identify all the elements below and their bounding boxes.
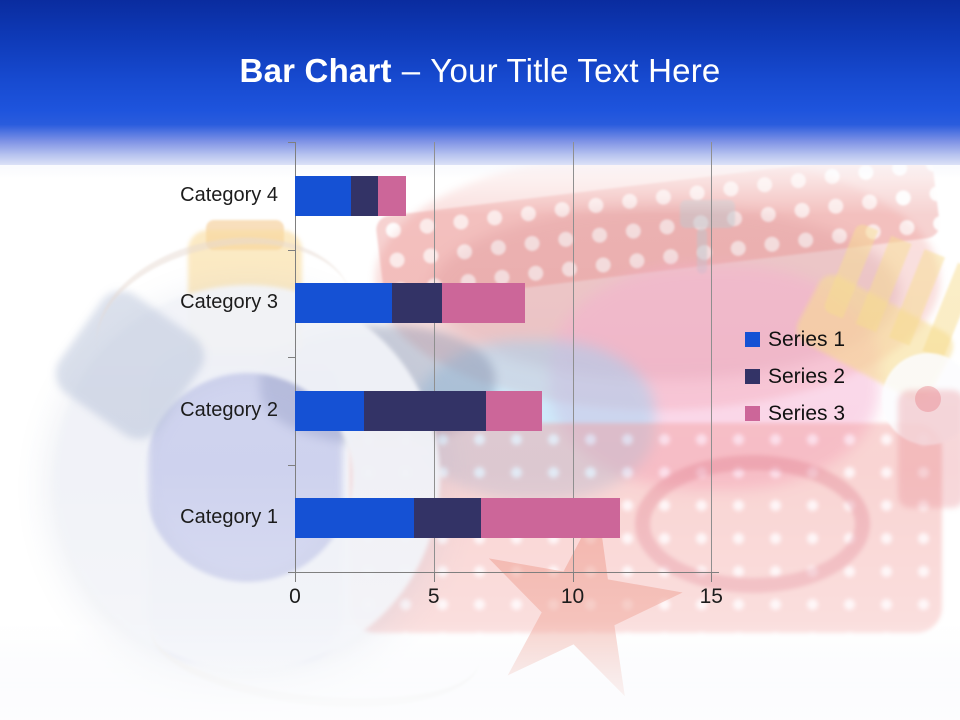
bar-segment-series-1 [295, 498, 415, 539]
gridline [572, 142, 574, 572]
gridline [711, 142, 713, 572]
bar-segment-series-3 [442, 283, 526, 324]
x-axis-line [295, 572, 719, 573]
title-dash: – [401, 52, 421, 89]
x-axis-tick [572, 572, 574, 582]
bar-segment-series-3 [486, 390, 542, 431]
y-axis-tick [288, 464, 295, 466]
legend-label: Series 2 [768, 364, 846, 388]
bar-segment-series-2 [392, 283, 443, 324]
slide-title: Bar Chart – Your Title Text Here [0, 52, 960, 90]
bar-segment-series-1 [295, 283, 393, 324]
y-axis-tick [288, 572, 295, 573]
x-axis-tick [711, 572, 713, 582]
bar-segment-series-1 [295, 390, 365, 431]
bar-segment-series-3 [378, 175, 406, 216]
x-axis-tick [433, 572, 435, 582]
title-bold-text: Bar Chart [239, 52, 392, 89]
x-axis-tick-label: 0 [289, 585, 301, 608]
bar-segment-series-2 [414, 498, 481, 539]
x-axis-tick-label: 10 [560, 585, 585, 608]
bar-segment-series-1 [295, 175, 351, 216]
legend-label: Series 3 [768, 401, 846, 425]
category-label: Category 4 [180, 183, 278, 206]
legend-swatch [745, 406, 760, 421]
y-axis-tick [288, 249, 295, 251]
title-subtitle-text: Your Title Text Here [430, 52, 721, 89]
x-axis-tick-label: 15 [699, 585, 723, 608]
category-label: Category 3 [180, 291, 278, 314]
y-axis-tick [288, 142, 295, 143]
x-axis-tick [295, 572, 296, 582]
category-label: Category 1 [180, 506, 278, 529]
y-axis-tick [288, 357, 295, 358]
slide-header: Bar Chart – Your Title Text Here [0, 0, 960, 178]
legend-swatch [745, 369, 760, 384]
bar-segment-series-2 [350, 175, 379, 216]
gridline [433, 142, 435, 572]
category-label: Category 2 [180, 398, 278, 421]
plot-area [295, 142, 717, 572]
legend-item: Series 1 [745, 321, 845, 358]
bar-segment-series-3 [480, 498, 620, 539]
x-axis-tick-label: 5 [427, 585, 440, 608]
legend-item: Series 3 [745, 395, 845, 432]
bar-segment-series-2 [364, 390, 487, 431]
legend-label: Series 1 [768, 327, 846, 351]
legend-swatch [745, 332, 760, 347]
y-axis-line [295, 142, 296, 573]
legend-item: Series 2 [745, 358, 845, 395]
chart-legend: Series 1 Series 2 Series 3 [745, 321, 845, 432]
